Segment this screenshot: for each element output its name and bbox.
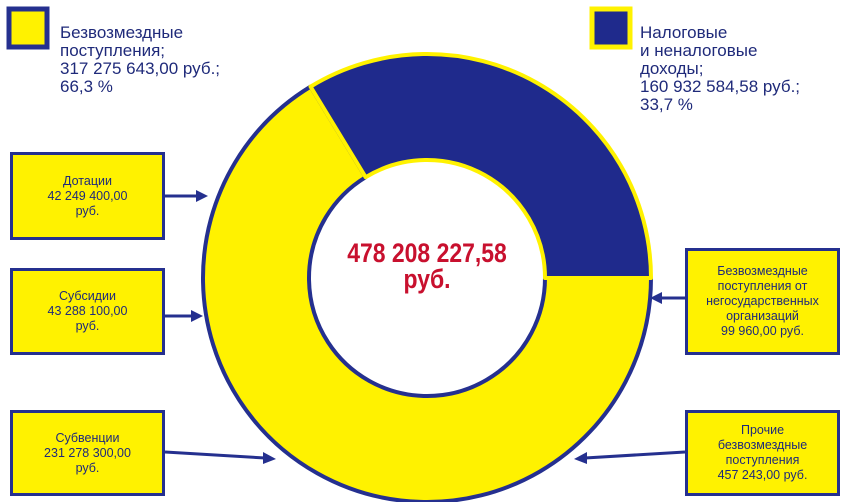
- legend-amount: 317 275 643,00 руб.;: [60, 59, 221, 78]
- callout-box: Прочие безвозмездные поступления 457 243,…: [685, 410, 840, 496]
- callout-box: Субвенции 231 278 300,00 руб.: [10, 410, 165, 496]
- callout-label: Прочие безвозмездные поступления: [717, 423, 808, 467]
- total-unit: руб.: [403, 264, 451, 294]
- callout-text: Дотации 42 249 400,00 руб.: [48, 174, 128, 219]
- callout-text: Субвенции 231 278 300,00 руб.: [44, 431, 131, 476]
- callout-amount: 43 288 100,00 руб.: [47, 304, 128, 333]
- callout-amount: 42 249 400,00 руб.: [47, 188, 128, 218]
- legend-entry: Налоговые и неналоговые доходы; 160 932 5…: [640, 6, 800, 114]
- callout-label: Дотации: [63, 173, 112, 188]
- callout-amount: 457 243,00 руб.: [717, 468, 808, 482]
- ring: [201, 52, 653, 502]
- callout-label: Субсидии: [59, 289, 116, 303]
- center-label: 478 208 227,58 руб.: [319, 238, 535, 294]
- donut-segment: [308, 52, 653, 280]
- donut-segment: [201, 84, 653, 502]
- legend-percent: 33,7 %: [640, 95, 693, 114]
- callout-amount: 231 278 300,00 руб.: [44, 445, 131, 475]
- callout-text: Прочие безвозмездные поступления 457 243,…: [718, 423, 808, 483]
- legend-label: Налоговые и неналоговые доходы;: [640, 23, 758, 78]
- legend-entry: Безвозмездные поступления; 317 275 643,00…: [60, 6, 220, 96]
- arrow: [584, 450, 686, 460]
- callout-box: Безвозмездные поступления от негосударст…: [685, 248, 840, 355]
- arrow-head: [196, 190, 208, 202]
- arrow-head: [191, 310, 203, 322]
- callout-box: Субсидии 43 288 100,00 руб.: [10, 268, 165, 355]
- arrow-head: [263, 452, 276, 464]
- arrow: [164, 450, 266, 460]
- callout-label: Субвенции: [55, 430, 120, 445]
- arrow-head: [574, 452, 587, 464]
- legend-swatch: [6, 6, 50, 50]
- legend-amount: 160 932 584,58 руб.;: [640, 77, 801, 96]
- legend-label: Безвозмездные поступления;: [60, 23, 184, 60]
- total-amount: 478 208 227,58: [347, 238, 507, 268]
- callout-text: Безвозмездные поступления от негосударст…: [706, 264, 819, 339]
- callout-label: Безвозмездные поступления от негосударст…: [706, 264, 819, 323]
- legend-swatch: [589, 6, 633, 50]
- legend-percent: 66,3 %: [60, 77, 113, 96]
- arrows: [164, 190, 686, 464]
- callout-text: Субсидии 43 288 100,00 руб.: [48, 289, 128, 334]
- arrow-head: [650, 292, 662, 304]
- callout-amount: 99 960,00 руб.: [721, 324, 804, 338]
- callout-box: Дотации 42 249 400,00 руб.: [10, 152, 165, 240]
